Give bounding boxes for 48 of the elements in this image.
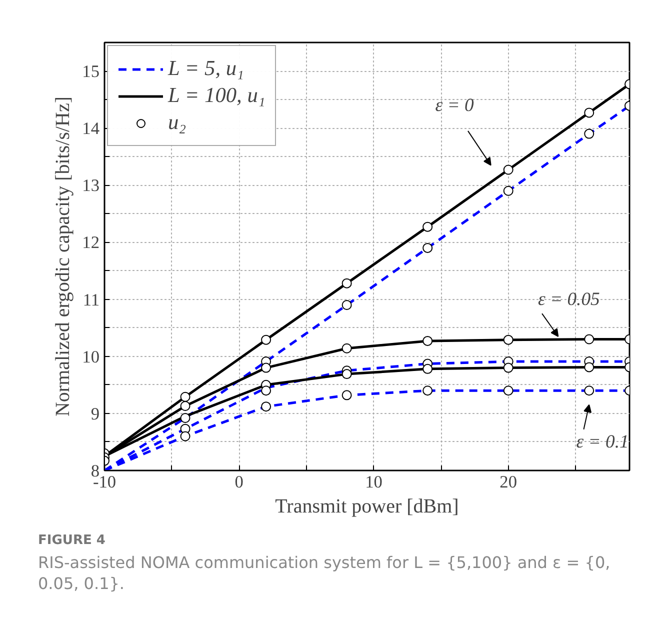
point [261,362,272,373]
point [422,386,433,396]
annotation: ε = 0.1 [576,431,629,452]
x-tick-label: 0 [234,472,244,492]
point [503,164,514,175]
point [584,386,594,396]
caption: FIGURE 4 [38,532,106,550]
point [342,300,352,310]
annotation: ε = 0 [435,94,474,116]
y-tick-label: 10 [82,347,100,366]
y-tick-label: 13 [82,176,100,196]
y-axis-title: Normalized ergodic capacity [bits/s/Hz] [52,96,74,417]
point [261,386,272,396]
point [342,369,352,380]
x-tick-label: 20 [500,472,518,492]
x-tick-label: 10 [365,472,382,492]
point [422,336,433,346]
x-axis-title: Transmit power [dBm] [275,496,459,518]
point [180,392,190,402]
point [503,362,514,373]
y-tick-label: 15 [82,62,100,82]
point [503,334,514,345]
point [503,186,514,196]
point [584,128,594,139]
point [422,222,433,232]
point [342,278,352,288]
point [180,413,190,423]
annotation: ε = 0.05 [538,288,600,310]
point [422,242,433,253]
legend-label: L = 5, u₁ [168,56,244,81]
y-tick-label: 9 [90,404,100,424]
point [584,334,594,344]
y-tick-label: 14 [82,119,100,138]
point [342,390,352,400]
point [503,386,514,396]
point [261,334,272,345]
point [422,364,433,374]
legend-label: L = 100, u₁ [168,83,266,108]
point [180,431,190,442]
point [180,401,190,412]
text: RIS-assisted NOMA communication system for L = {5,100} and ε = {0, 0.05, 0.1}. [38,552,612,595]
point [584,108,594,118]
point [584,362,594,372]
y-tick-label: 11 [82,290,100,310]
point [261,402,272,412]
y-tick-label: 12 [82,233,100,252]
legend-label: u₂ [168,110,188,135]
point [342,343,352,354]
